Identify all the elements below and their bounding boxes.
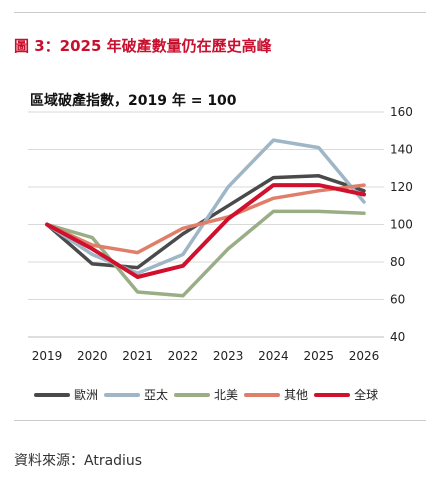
series-line xyxy=(45,183,366,255)
series-lines xyxy=(45,138,366,298)
gridlines xyxy=(28,111,384,338)
source-note: 資料來源：Atradius xyxy=(14,453,143,469)
legend-item-other: 其他 xyxy=(244,386,308,403)
legend: 歐洲 亞太 北美 其他 全球 xyxy=(34,386,378,403)
legend-item-global: 全球 xyxy=(314,386,378,403)
series-line xyxy=(45,138,366,276)
y-tick-label: 80 xyxy=(390,255,405,269)
legend-swatch xyxy=(174,392,211,397)
x-tick-label: 2024 xyxy=(258,349,289,363)
x-tick-label: 2021 xyxy=(122,349,153,363)
x-tick-label: 2022 xyxy=(168,349,199,363)
bottom-rule xyxy=(14,420,426,421)
x-tick-label: 2026 xyxy=(349,349,380,363)
legend-item-north-america: 北美 xyxy=(174,386,238,403)
legend-label: 其他 xyxy=(284,388,309,402)
x-tick-label: 2019 xyxy=(32,349,63,363)
y-tick-label: 40 xyxy=(390,330,405,344)
y-tick-label: 100 xyxy=(390,218,413,232)
tick-labels: 40 60 80 100 120 140 160 2019 2020 2021 2022 2023 20… xyxy=(32,105,413,363)
top-rule xyxy=(14,12,426,13)
legend-swatch xyxy=(244,392,281,397)
legend-swatch xyxy=(104,392,141,397)
legend-label: 亞太 xyxy=(144,388,169,402)
legend-label: 歐洲 xyxy=(74,388,99,402)
legend-label: 北美 xyxy=(214,388,239,402)
legend-item-europe: 歐洲 xyxy=(34,386,98,403)
y-tick-label: 140 xyxy=(390,143,413,157)
x-tick-label: 2025 xyxy=(303,349,334,363)
legend-label: 全球 xyxy=(354,388,379,402)
x-tick-label: 2023 xyxy=(213,349,244,363)
y-tick-label: 60 xyxy=(390,293,405,307)
y-tick-label: 120 xyxy=(390,180,413,194)
y-tick-label: 160 xyxy=(390,105,413,119)
legend-item-asia-pacific: 亞太 xyxy=(104,386,168,403)
legend-swatch xyxy=(314,392,351,397)
chart-title: 區域破產指數，2019 年 = 100 xyxy=(30,93,237,109)
figure-title: 圖 3：2025 年破產數量仍在歷史高峰 xyxy=(14,37,272,55)
series-line xyxy=(45,183,366,279)
legend-swatch xyxy=(34,392,70,397)
x-tick-label: 2020 xyxy=(77,349,108,363)
